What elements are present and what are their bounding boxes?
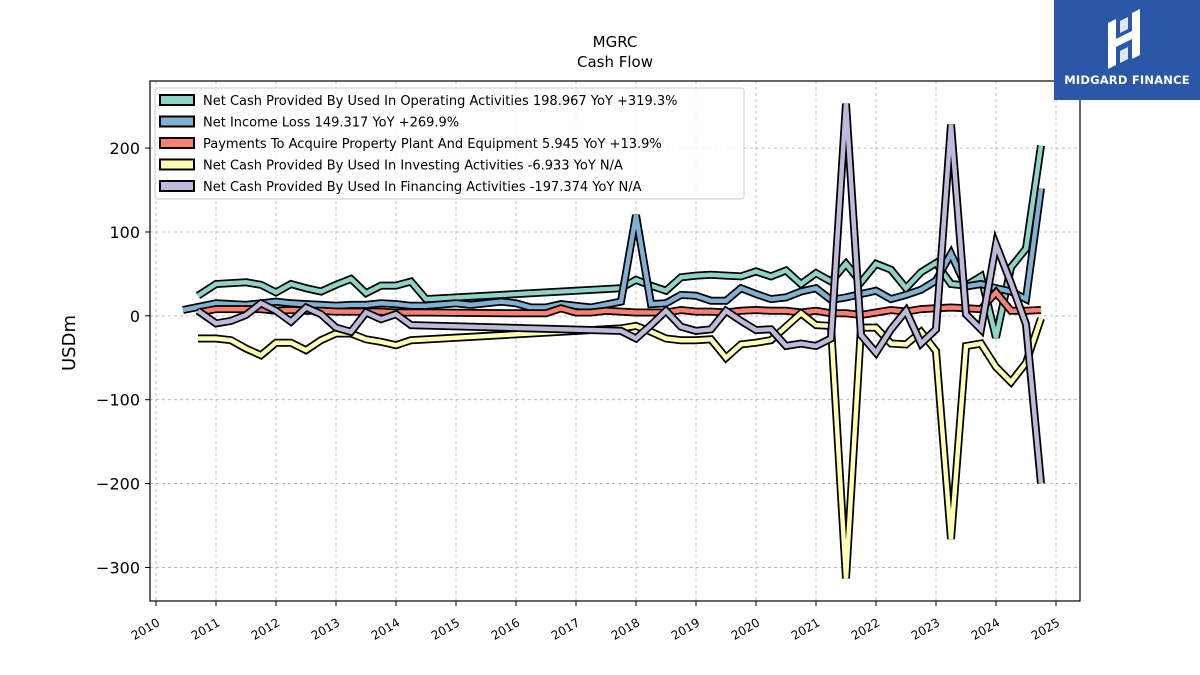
logo-text: MIDGARD FINANCE bbox=[1064, 73, 1190, 87]
chart-title: MGRC bbox=[593, 33, 638, 51]
x-tick-label: 2022 bbox=[849, 615, 882, 642]
midgard-finance-logo: MIDGARD FINANCE bbox=[1054, 0, 1200, 100]
series-4 bbox=[198, 308, 1045, 579]
x-tick-label: 2025 bbox=[1029, 615, 1062, 642]
x-tick-label: 2019 bbox=[669, 615, 702, 642]
x-tick-label: 2017 bbox=[549, 615, 582, 642]
x-axis-ticks: 2010 2011 2012 2013 2014 2015 2016 2017 2018 2019… bbox=[129, 601, 1062, 643]
legend-item: Net Income Loss 149.317 YoY +269.9% bbox=[159, 115, 459, 131]
legend-item: Net Cash Provided By Used In Financing A… bbox=[159, 180, 642, 195]
x-tick-label: 2010 bbox=[129, 615, 162, 642]
series-line bbox=[198, 310, 1044, 579]
legend-box bbox=[154, 87, 745, 200]
x-tick-label: 2014 bbox=[369, 615, 402, 642]
series-line bbox=[196, 145, 1044, 339]
legend-item: Net Cash Provided By Used In Investing A… bbox=[159, 158, 623, 174]
legend-swatch bbox=[159, 115, 195, 128]
y-tick-label: −300 bbox=[96, 558, 140, 577]
y-tick-label: 100 bbox=[109, 223, 140, 242]
x-tick-label: 2020 bbox=[729, 615, 762, 642]
legend-item: Net Cash Provided By Used In Operating A… bbox=[159, 94, 677, 109]
y-tick-label: −200 bbox=[96, 475, 140, 494]
plot-frame bbox=[149, 80, 1081, 602]
series-lines bbox=[182, 103, 1045, 579]
x-tick-label: 2018 bbox=[609, 615, 642, 642]
y-axis-ticks: 200 100 0 −100 −200 −300 bbox=[96, 139, 150, 577]
legend-label: Net Cash Provided By Used In Investing A… bbox=[203, 159, 623, 174]
x-tick-label: 2013 bbox=[309, 615, 342, 642]
y-tick-label: −100 bbox=[96, 391, 140, 410]
x-tick-label: 2012 bbox=[249, 615, 282, 642]
x-tick-label: 2024 bbox=[969, 615, 1002, 642]
y-axis-label: USDm bbox=[59, 315, 80, 371]
y-tick-label: 0 bbox=[130, 307, 140, 326]
series-1 bbox=[195, 145, 1045, 339]
x-tick-label: 2021 bbox=[789, 615, 822, 642]
legend: Net Cash Provided By Used In Operating A… bbox=[154, 87, 745, 200]
chart-subtitle: Cash Flow bbox=[577, 53, 653, 71]
series-5 bbox=[195, 103, 1045, 484]
legend-label: Payments To Acquire Property Plant And E… bbox=[203, 137, 662, 152]
legend-swatch bbox=[159, 180, 195, 192]
x-tick-label: 2011 bbox=[189, 615, 222, 642]
series-outline bbox=[198, 308, 1045, 579]
legend-swatch bbox=[159, 158, 195, 171]
y-tick-label: 200 bbox=[109, 139, 140, 158]
legend-swatch bbox=[159, 94, 195, 106]
legend-swatch bbox=[159, 137, 195, 149]
legend-item: Payments To Acquire Property Plant And E… bbox=[159, 137, 662, 152]
series-line bbox=[182, 188, 1044, 313]
midgard-logo-icon bbox=[1108, 9, 1140, 69]
series-2 bbox=[182, 187, 1045, 314]
legend-label: Net Cash Provided By Used In Operating A… bbox=[203, 94, 677, 109]
x-tick-label: 2015 bbox=[429, 615, 462, 642]
series-line bbox=[196, 103, 1044, 484]
x-tick-label: 2016 bbox=[489, 615, 522, 642]
legend-label: Net Cash Provided By Used In Financing A… bbox=[203, 180, 642, 195]
x-tick-label: 2023 bbox=[909, 615, 942, 642]
legend-label: Net Income Loss 149.317 YoY +269.9% bbox=[203, 116, 459, 131]
